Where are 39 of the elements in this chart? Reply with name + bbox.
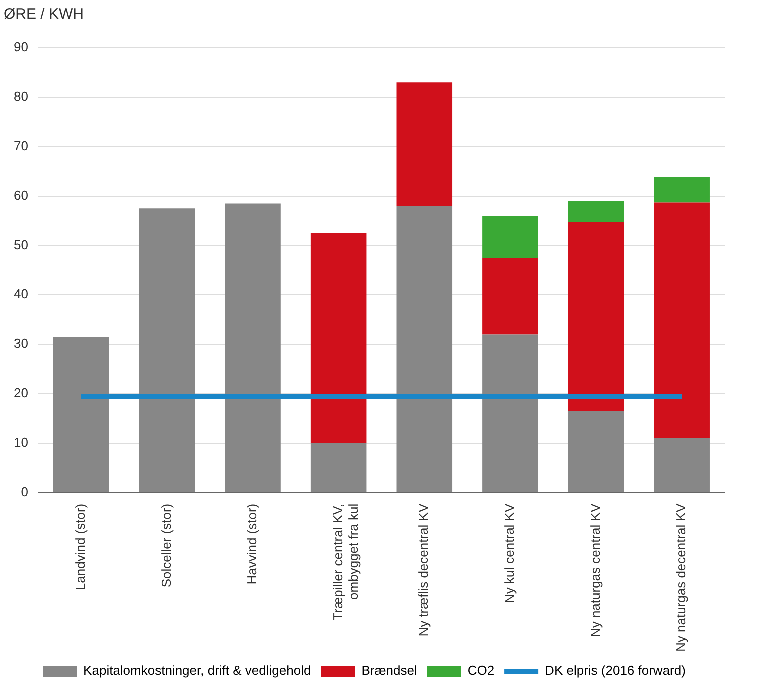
y-tick-label: 20 [14,386,28,401]
y-tick-label: 10 [14,435,28,450]
bar [568,222,624,412]
y-tick-label: 40 [14,286,28,302]
y-axis-title: ØRE / KWH [4,6,84,24]
bar [482,216,538,258]
y-tick-label: 80 [14,89,28,104]
y-tick-label: 30 [14,336,28,352]
legend-label: Brændsel [362,663,418,678]
x-tick-label: Ny naturgas central KV [588,504,603,638]
x-tick-label: Havvind (stor) [244,504,260,585]
legend-label: CO2 [468,663,495,678]
bar [654,438,710,492]
bar [396,82,453,206]
y-tick-label: 60 [14,188,28,203]
bar [482,334,538,492]
bar [310,443,367,492]
bar [654,178,710,203]
x-tick-label: Ny træflis decentral KV [416,504,432,637]
y-tick-label: 90 [14,40,28,55]
bar [225,204,281,492]
bar [53,337,110,492]
x-tick-label: Solceller (stor) [158,504,174,588]
bar [310,233,367,444]
bar [654,202,710,438]
legend-label: Kapitalomkostninger, drift & vedligehold [84,663,312,678]
x-tick-label: Træpiller central KV, ombygget fra kul [330,504,361,621]
y-tick-label: 70 [14,138,28,154]
y-tick-label: 0 [21,484,28,500]
bar [568,201,624,222]
bar [396,206,453,492]
y-tick-label: 50 [14,237,28,252]
x-tick-label: Landvind (stor) [72,504,88,591]
bar [139,208,196,492]
x-tick-label: Ny naturgas decentral KV [674,504,689,652]
x-tick-label: Ny kul central KV [502,504,518,604]
bar [568,411,624,492]
legend-label: DK elpris (2016 forward) [545,663,686,678]
bar [482,258,538,335]
